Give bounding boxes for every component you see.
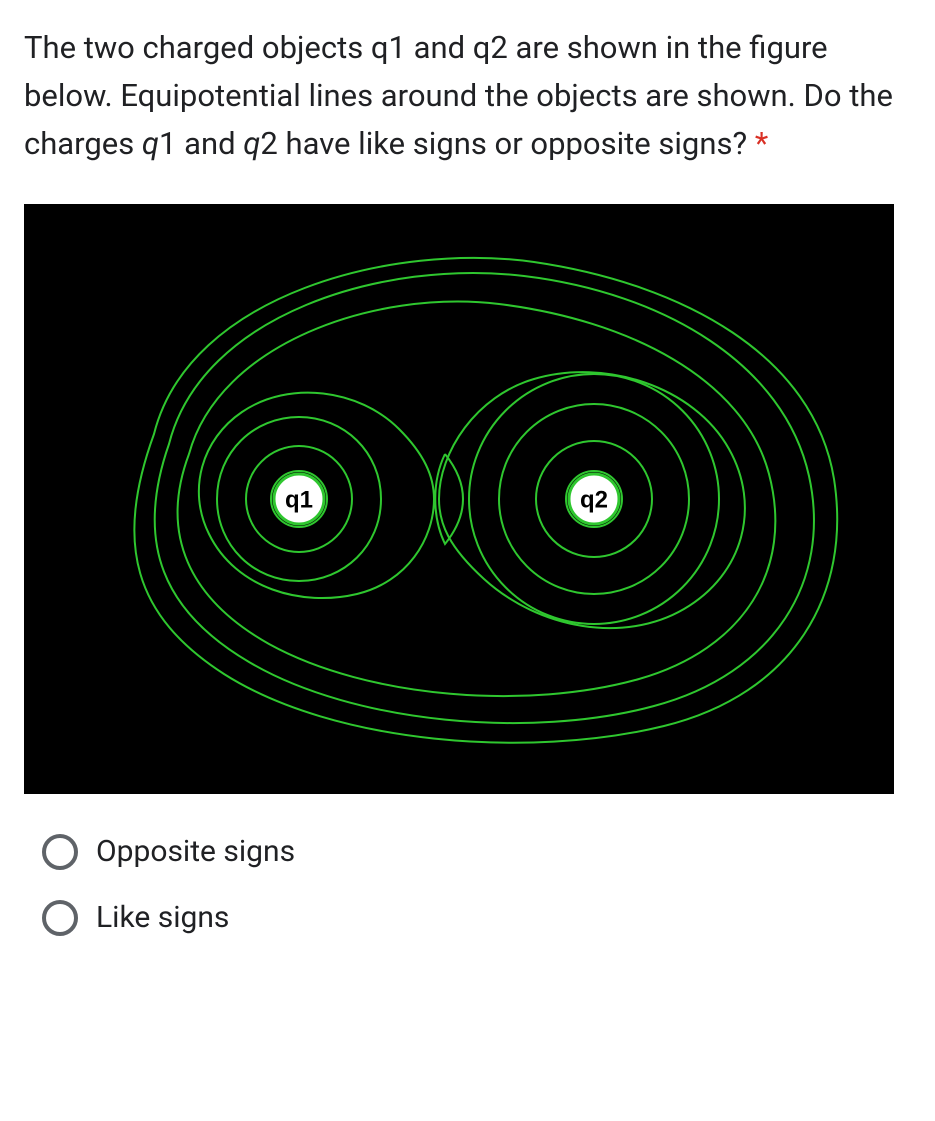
question-post: have like signs or opposite signs? — [278, 125, 755, 162]
q2-var: q — [243, 125, 260, 162]
q1-var: q — [142, 125, 159, 162]
question-mid: and — [176, 125, 243, 162]
radio-icon — [42, 834, 78, 870]
required-asterisk: * — [755, 125, 768, 162]
option-label: Opposite signs — [96, 837, 295, 867]
option-opposite-signs[interactable]: Opposite signs — [42, 834, 911, 870]
equipotential-figure: q1 q2 — [24, 204, 894, 794]
q2-num: 2 — [260, 125, 277, 162]
option-like-signs[interactable]: Like signs — [42, 900, 911, 936]
question-text: The two charged objects q1 and q2 are sh… — [24, 24, 911, 168]
svg-text:q2: q2 — [580, 487, 608, 514]
radio-icon — [42, 900, 78, 936]
options-list: Opposite signs Like signs — [24, 834, 911, 936]
figure-svg: q1 q2 — [24, 204, 894, 794]
q1-num: 1 — [159, 125, 176, 162]
option-label: Like signs — [96, 903, 229, 933]
svg-text:q1: q1 — [285, 487, 313, 514]
